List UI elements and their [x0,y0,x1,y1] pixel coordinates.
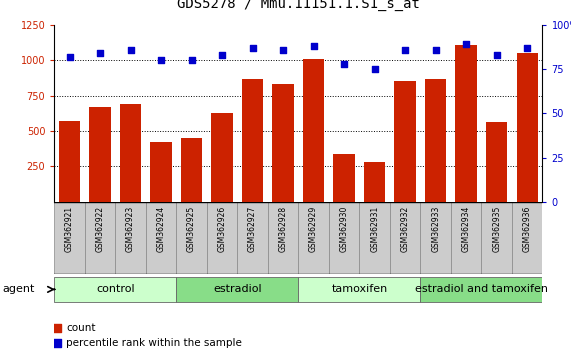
Bar [181,138,202,202]
Bar [333,154,355,202]
Text: tamoxifen: tamoxifen [331,284,388,295]
Text: GSM362928: GSM362928 [279,205,288,252]
FancyBboxPatch shape [298,277,420,302]
Text: GSM362929: GSM362929 [309,205,318,252]
Text: GSM362922: GSM362922 [95,205,104,252]
Text: GSM362930: GSM362930 [340,205,349,252]
Point [279,47,288,52]
Text: GSM362921: GSM362921 [65,205,74,252]
FancyBboxPatch shape [146,202,176,274]
Text: GSM362934: GSM362934 [462,205,471,252]
FancyBboxPatch shape [176,202,207,274]
Text: GSM362932: GSM362932 [401,205,409,252]
Text: control: control [96,284,135,295]
Text: estradiol and tamoxifen: estradiol and tamoxifen [415,284,548,295]
Text: GSM362924: GSM362924 [156,205,166,252]
Text: GSM362923: GSM362923 [126,205,135,252]
FancyBboxPatch shape [359,202,390,274]
Bar [486,122,508,202]
FancyBboxPatch shape [512,202,542,274]
Bar [395,81,416,202]
Point [340,61,349,67]
FancyBboxPatch shape [481,202,512,274]
Text: GDS5278 / Mmu.11151.1.S1_s_at: GDS5278 / Mmu.11151.1.S1_s_at [177,0,420,11]
Bar [59,121,80,202]
FancyBboxPatch shape [451,202,481,274]
Bar [456,45,477,202]
FancyBboxPatch shape [420,277,542,302]
Text: count: count [66,322,95,332]
Bar [242,79,263,202]
Bar [211,113,233,202]
Point [309,43,318,49]
Point [431,47,440,52]
Point [126,47,135,52]
Bar [303,59,324,202]
Bar [272,84,293,202]
Point [492,52,501,58]
Point [156,57,166,63]
Text: GSM362935: GSM362935 [492,205,501,252]
FancyBboxPatch shape [54,202,85,274]
FancyBboxPatch shape [329,202,359,274]
FancyBboxPatch shape [238,202,268,274]
Text: GSM362933: GSM362933 [431,205,440,252]
Bar [364,162,385,202]
Point [461,41,471,47]
Point [370,66,379,72]
Bar [120,104,141,202]
Bar [517,53,538,202]
Point [53,341,62,346]
Bar [425,79,447,202]
Text: GSM362926: GSM362926 [218,205,227,252]
FancyBboxPatch shape [115,202,146,274]
Text: GSM362927: GSM362927 [248,205,257,252]
FancyBboxPatch shape [268,202,298,274]
Point [187,57,196,63]
FancyBboxPatch shape [420,202,451,274]
Text: percentile rank within the sample: percentile rank within the sample [66,338,242,348]
FancyBboxPatch shape [54,277,176,302]
FancyBboxPatch shape [298,202,329,274]
FancyBboxPatch shape [390,202,420,274]
FancyBboxPatch shape [176,277,298,302]
Text: agent: agent [3,284,35,295]
Point [522,45,532,51]
Bar [150,142,172,202]
Text: GSM362931: GSM362931 [370,205,379,252]
Text: estradiol: estradiol [213,284,262,295]
Point [65,54,74,59]
Bar [89,107,111,202]
Point [218,52,227,58]
Text: GSM362936: GSM362936 [522,205,532,252]
Point [401,47,410,52]
Text: GSM362925: GSM362925 [187,205,196,252]
Point [248,45,257,51]
FancyBboxPatch shape [207,202,238,274]
Point [53,325,62,330]
Point [95,50,104,56]
FancyBboxPatch shape [85,202,115,274]
